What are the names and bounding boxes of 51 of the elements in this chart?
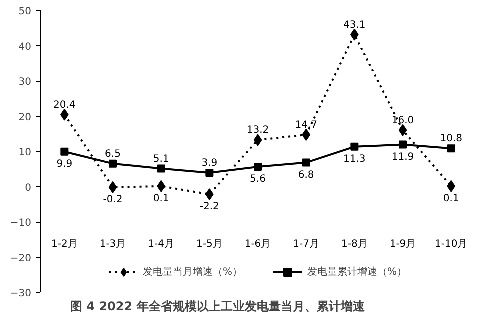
- point: [254, 163, 262, 172]
- data-label: 0.1: [153, 193, 170, 204]
- y-tick-label: 40: [18, 42, 32, 53]
- data-label: 0.1: [443, 193, 460, 204]
- point: [109, 160, 117, 168]
- y-tick-label: 50: [18, 6, 32, 18]
- data-label: 10.8: [440, 134, 462, 145]
- point: [206, 169, 214, 178]
- y-tick-label: 20: [18, 112, 32, 124]
- data-label: 9.9: [56, 158, 73, 170]
- data-label: 11.9: [392, 152, 414, 163]
- data-label: 43.1: [344, 20, 366, 31]
- y-tick-label: 10: [18, 148, 32, 158]
- point: [350, 142, 359, 151]
- data-label: 13.2: [246, 125, 270, 136]
- data-label: 3.9: [202, 158, 218, 170]
- x-tick-label: 1-2月: [52, 239, 78, 250]
- data-label: -0.2: [103, 194, 123, 206]
- point: [157, 164, 166, 173]
- y-tick-label: 0: [25, 182, 32, 194]
- y-tick-label: 30: [18, 77, 32, 88]
- y-tick-label: −20: [10, 253, 32, 264]
- x-tick-label: 1-7月: [293, 239, 320, 250]
- x-tick-label: 1-8月: [342, 239, 368, 250]
- y-tick-label: −10: [10, 218, 32, 229]
- y-tick-label: −30: [10, 288, 32, 300]
- point: [398, 124, 408, 136]
- data-label: 5.6: [250, 174, 266, 186]
- data-label: 20.4: [54, 100, 76, 111]
- data-label: -2.2: [200, 202, 220, 213]
- x-tick-label: 1-5月: [196, 239, 223, 250]
- x-tick-label: 1-10月: [434, 239, 468, 250]
- point: [399, 140, 407, 149]
- x-tick-label: 1-4月: [148, 239, 175, 250]
- data-label: 14.7: [295, 120, 318, 131]
- x-tick-label: 1-6月: [244, 239, 272, 250]
- point: [254, 134, 262, 146]
- point: [447, 144, 456, 153]
- legend-label: 发电量当月增速（%）: [142, 266, 242, 279]
- point: [60, 148, 69, 156]
- text: 图 4 2022 年全省规模以上工业发电量当月、累计增速: [70, 300, 366, 314]
- data-label: 16.0: [392, 115, 414, 126]
- point: [302, 158, 310, 167]
- x-tick-label: 1-9月: [390, 239, 416, 250]
- x-tick-label: 1-3月: [100, 239, 126, 250]
- data-label: 11.3: [344, 154, 366, 165]
- data-label: 6.5: [105, 148, 121, 160]
- data-label: 6.8: [298, 170, 314, 181]
- point: [108, 181, 118, 194]
- legend-label: 发电量累计增速（%）: [308, 266, 408, 279]
- data-label: 5.1: [153, 154, 170, 165]
